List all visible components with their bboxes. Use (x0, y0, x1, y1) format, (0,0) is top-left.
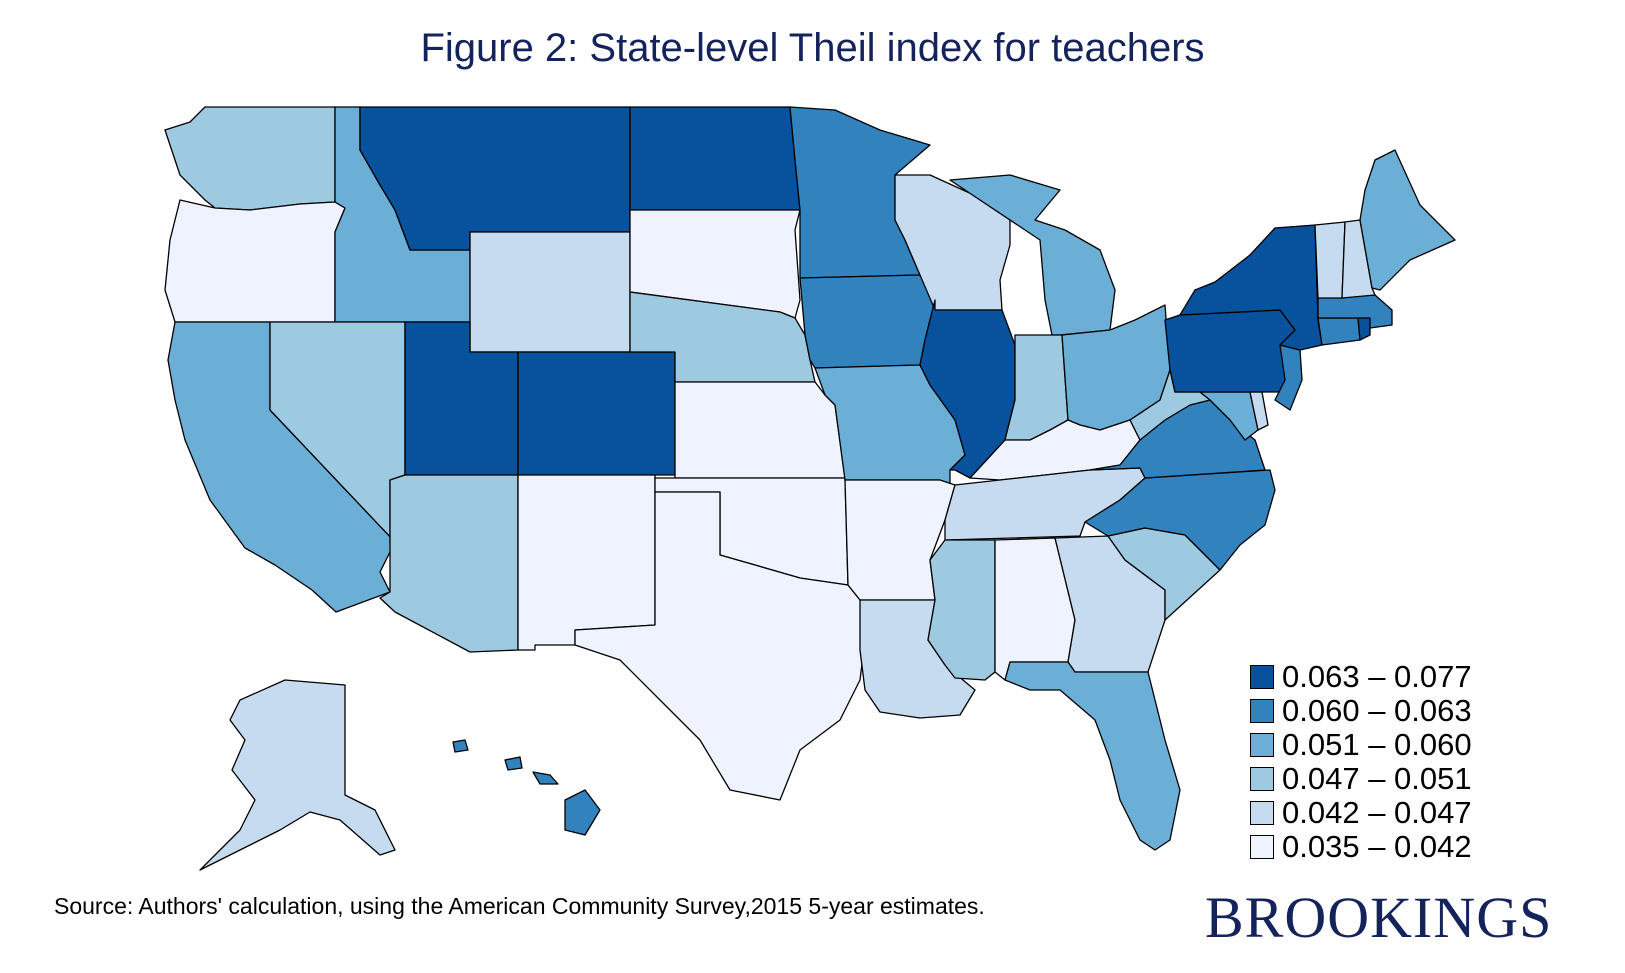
legend-item: 0.047 – 0.051 (1250, 761, 1472, 796)
brookings-logo: BROOKINGS (1205, 885, 1553, 950)
state-HI-oahu (504, 756, 523, 771)
state-FL (1004, 661, 1181, 851)
legend-label: 0.042 – 0.047 (1282, 795, 1472, 830)
legend-label: 0.035 – 0.042 (1282, 829, 1472, 864)
legend-swatch (1250, 767, 1274, 791)
legend-label: 0.063 – 0.077 (1282, 659, 1472, 694)
state-MA (1317, 294, 1393, 329)
state-HI-maui (532, 771, 559, 785)
figure-title: Figure 2: State-level Theil index for te… (420, 26, 1205, 70)
state-NE (629, 291, 816, 383)
legend-label: 0.051 – 0.060 (1282, 727, 1472, 762)
state-WY (469, 231, 631, 353)
legend-swatch (1250, 835, 1274, 859)
state-MI (949, 174, 1116, 336)
legend-swatch (1250, 733, 1274, 757)
legend: 0.063 – 0.077 0.060 – 0.063 0.051 – 0.060 0… (1250, 659, 1472, 864)
legend-swatch (1250, 699, 1274, 723)
state-AK (199, 679, 396, 871)
state-OR (164, 199, 346, 323)
state-RI (1357, 317, 1371, 341)
state-WA (164, 106, 336, 211)
legend-item: 0.051 – 0.060 (1250, 727, 1472, 762)
state-PA (1164, 309, 1296, 393)
legend-item: 0.035 – 0.042 (1250, 829, 1472, 864)
legend-item: 0.060 – 0.063 (1250, 693, 1472, 728)
state-HI (564, 789, 601, 836)
state-IN (1004, 334, 1069, 441)
legend-label: 0.047 – 0.051 (1282, 761, 1472, 796)
state-KS (674, 381, 846, 479)
legend-item: 0.042 – 0.047 (1250, 795, 1472, 830)
state-NM (517, 474, 656, 651)
state-CO (517, 351, 676, 476)
state-ME (1359, 149, 1456, 291)
state-CT (1317, 317, 1361, 346)
legend-swatch (1250, 665, 1274, 689)
state-IA (799, 274, 936, 369)
state-AZ (379, 474, 519, 653)
state-ND (629, 106, 801, 211)
source-note: Source: Authors' calculation, using the … (54, 893, 985, 919)
state-NC (1084, 469, 1276, 571)
state-VT (1314, 221, 1346, 299)
state-HI-kauai (452, 739, 469, 753)
legend-swatch (1250, 801, 1274, 825)
state-TX (574, 491, 866, 801)
state-NH (1341, 219, 1376, 299)
legend-item: 0.063 – 0.077 (1250, 659, 1472, 694)
legend-label: 0.060 – 0.063 (1282, 693, 1472, 728)
